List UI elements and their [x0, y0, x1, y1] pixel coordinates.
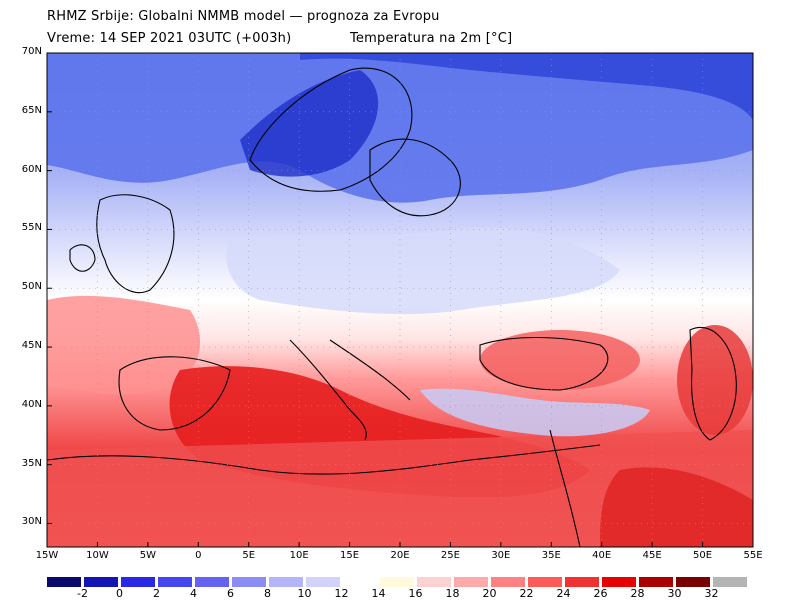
- colorbar-label: 10: [297, 587, 312, 600]
- lon-label: 10W: [86, 550, 109, 561]
- colorbar-swatch: [417, 577, 451, 587]
- coastlines: [47, 67, 737, 547]
- header-forecast-time: Vreme: 14 SEP 2021 03UTC (+003h): [47, 31, 292, 46]
- lat-label: 65N: [21, 104, 42, 116]
- header-title: RHMZ Srbije: Globalni NMMB model — progn…: [47, 9, 440, 24]
- colorbar-label: 18: [445, 587, 460, 600]
- colorbar-swatch: [306, 577, 340, 587]
- cool-area-anatolia: [420, 388, 650, 437]
- lat-label: 55N: [21, 222, 42, 234]
- colorbar-label: 2: [153, 587, 160, 600]
- colorbar-swatch: [639, 577, 673, 587]
- lat-label: 40N: [21, 398, 42, 410]
- colorbar-swatch: [713, 577, 747, 587]
- lon-label: 30E: [491, 550, 511, 561]
- cool-area-central: [226, 227, 620, 315]
- lat-label: 35N: [21, 457, 42, 469]
- hot-area-arabia: [600, 467, 753, 547]
- lon-label: 25E: [440, 550, 460, 561]
- colorbar-swatch: [343, 577, 377, 587]
- colorbar-label: 8: [264, 587, 271, 600]
- axis-ticks: [46, 52, 754, 547]
- colorbar-swatch: [602, 577, 636, 587]
- colorbar-swatch: [121, 577, 155, 587]
- lon-label: 45E: [642, 550, 662, 561]
- warm-area-africa: [47, 430, 753, 547]
- lat-label: 60N: [21, 163, 42, 175]
- colorbar-swatch: [454, 577, 488, 587]
- colorbar-label: 16: [408, 587, 423, 600]
- colorbar-swatch: [528, 577, 562, 587]
- colorbar-label: 14: [371, 587, 386, 600]
- header-variable: Temperatura na 2m [°C]: [350, 31, 513, 46]
- colorbar-label: 12: [334, 587, 349, 600]
- graticule: [47, 53, 753, 547]
- warm-area-caspian: [677, 325, 753, 435]
- colorbar-swatch: [84, 577, 118, 587]
- lon-label: 40E: [592, 550, 612, 561]
- colorbar-label: 32: [704, 587, 719, 600]
- lon-label: 15W: [35, 550, 59, 561]
- lon-label: 50E: [693, 550, 713, 561]
- colorbar-swatch: [491, 577, 525, 587]
- lon-label: 5W: [139, 550, 156, 561]
- colorbar-label: 26: [593, 587, 608, 600]
- lon-label: 10E: [289, 550, 309, 561]
- lat-label: 70N: [21, 46, 42, 57]
- colorbar-swatch: [158, 577, 192, 587]
- colorbar-label: 28: [630, 587, 645, 600]
- colorbar-label: 30: [667, 587, 682, 600]
- colorbar-label: 24: [556, 587, 571, 600]
- lon-label: 15E: [340, 550, 360, 561]
- colorbar-swatch: [232, 577, 266, 587]
- warm-area-atlantic: [47, 295, 200, 395]
- colorbar-label: 20: [482, 587, 497, 600]
- colorbar-swatch: [676, 577, 710, 587]
- lon-label: 0: [195, 550, 202, 561]
- lat-label: 30N: [21, 516, 42, 528]
- colorbar-swatch: [47, 577, 81, 587]
- cold-core-north: [300, 53, 753, 120]
- lon-label: 5E: [242, 550, 256, 561]
- colorbar-label: 0: [116, 587, 123, 600]
- colorbar-swatch: [565, 577, 599, 587]
- cold-norway: [240, 70, 379, 177]
- lon-label: 55E: [743, 550, 763, 561]
- colorbar-swatch: [269, 577, 303, 587]
- colorbar-label: 4: [190, 587, 197, 600]
- lon-label: 20E: [390, 550, 410, 561]
- colorbar-label: 22: [519, 587, 534, 600]
- colorbar-label: 6: [227, 587, 234, 600]
- colorbar-label: -2: [77, 587, 88, 600]
- colorbar-swatch: [380, 577, 414, 587]
- lat-label: 45N: [21, 340, 42, 352]
- cold-area-north: [47, 53, 753, 203]
- lon-label: 35E: [541, 550, 561, 561]
- colorbar-swatch: [195, 577, 229, 587]
- lat-label: 50N: [21, 281, 42, 293]
